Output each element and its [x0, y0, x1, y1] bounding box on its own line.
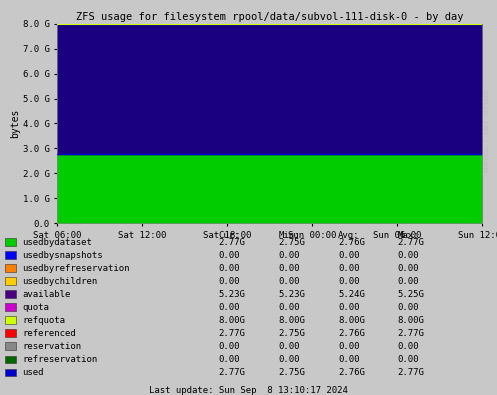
Text: 0.00: 0.00 — [278, 251, 300, 260]
Text: 2.76G: 2.76G — [338, 368, 365, 377]
Text: 2.77G: 2.77G — [398, 238, 424, 246]
Text: 0.00: 0.00 — [219, 355, 240, 364]
Text: usedbyrefreservation: usedbyrefreservation — [22, 264, 130, 273]
Text: used: used — [22, 368, 44, 377]
Text: 0.00: 0.00 — [398, 251, 419, 260]
Text: 0.00: 0.00 — [219, 277, 240, 286]
Text: 8.00G: 8.00G — [338, 316, 365, 325]
Y-axis label: bytes: bytes — [10, 109, 20, 138]
Text: 8.00G: 8.00G — [219, 316, 246, 325]
Text: usedbydataset: usedbydataset — [22, 238, 92, 246]
Text: 0.00: 0.00 — [398, 342, 419, 351]
Text: 8.00G: 8.00G — [398, 316, 424, 325]
Text: RRDTOOL / TOBI OETIKER: RRDTOOL / TOBI OETIKER — [485, 89, 490, 171]
Text: 2.77G: 2.77G — [219, 368, 246, 377]
Text: 2.76G: 2.76G — [338, 329, 365, 338]
Text: 0.00: 0.00 — [398, 264, 419, 273]
Text: 2.77G: 2.77G — [219, 329, 246, 338]
Text: referenced: referenced — [22, 329, 76, 338]
Text: 0.00: 0.00 — [338, 251, 359, 260]
Text: 2.75G: 2.75G — [278, 238, 305, 246]
Text: reservation: reservation — [22, 342, 82, 351]
Title: ZFS usage for filesystem rpool/data/subvol-111-disk-0 - by day: ZFS usage for filesystem rpool/data/subv… — [76, 11, 463, 22]
Text: Last update: Sun Sep  8 13:10:17 2024: Last update: Sun Sep 8 13:10:17 2024 — [149, 386, 348, 395]
Text: refquota: refquota — [22, 316, 66, 325]
Text: 8.00G: 8.00G — [278, 316, 305, 325]
Text: 2.76G: 2.76G — [338, 238, 365, 246]
Text: 0.00: 0.00 — [219, 342, 240, 351]
Text: 0.00: 0.00 — [338, 342, 359, 351]
Text: usedbysnapshots: usedbysnapshots — [22, 251, 103, 260]
Text: 0.00: 0.00 — [398, 355, 419, 364]
Text: Cur:: Cur: — [219, 231, 240, 240]
Text: 0.00: 0.00 — [338, 355, 359, 364]
Text: 5.23G: 5.23G — [278, 290, 305, 299]
Text: 0.00: 0.00 — [219, 264, 240, 273]
Text: 0.00: 0.00 — [278, 264, 300, 273]
Text: refreservation: refreservation — [22, 355, 97, 364]
Text: Min:: Min: — [278, 231, 300, 240]
Text: 2.77G: 2.77G — [219, 238, 246, 246]
Text: available: available — [22, 290, 71, 299]
Text: usedbychildren: usedbychildren — [22, 277, 97, 286]
Text: 0.00: 0.00 — [278, 342, 300, 351]
Text: 0.00: 0.00 — [398, 277, 419, 286]
Text: quota: quota — [22, 303, 49, 312]
Text: 2.75G: 2.75G — [278, 368, 305, 377]
Text: 0.00: 0.00 — [398, 303, 419, 312]
Text: 2.75G: 2.75G — [278, 329, 305, 338]
Text: 0.00: 0.00 — [278, 277, 300, 286]
Text: 5.25G: 5.25G — [398, 290, 424, 299]
Text: 2.77G: 2.77G — [398, 368, 424, 377]
Text: 2.77G: 2.77G — [398, 329, 424, 338]
Text: 0.00: 0.00 — [219, 303, 240, 312]
Text: 5.23G: 5.23G — [219, 290, 246, 299]
Text: 0.00: 0.00 — [219, 251, 240, 260]
Text: Avg:: Avg: — [338, 231, 359, 240]
Text: 0.00: 0.00 — [338, 303, 359, 312]
Text: 0.00: 0.00 — [278, 355, 300, 364]
Text: 0.00: 0.00 — [338, 277, 359, 286]
Text: 5.24G: 5.24G — [338, 290, 365, 299]
Text: 0.00: 0.00 — [278, 303, 300, 312]
Text: Max:: Max: — [398, 231, 419, 240]
Text: 0.00: 0.00 — [338, 264, 359, 273]
